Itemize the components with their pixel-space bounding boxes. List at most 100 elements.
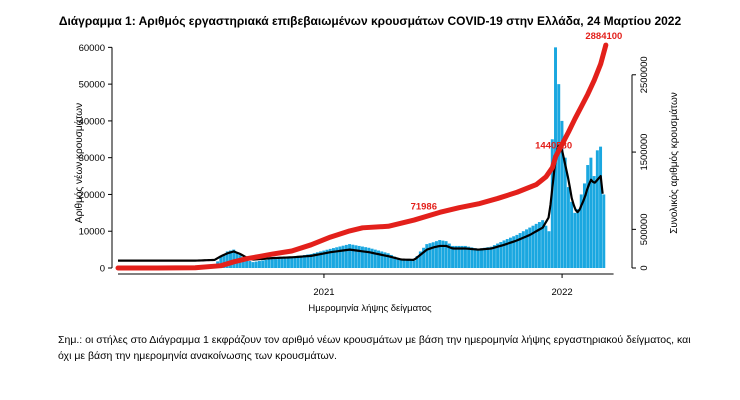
bar (418, 251, 422, 268)
bar (415, 256, 419, 268)
bar (563, 157, 567, 268)
bar (393, 256, 397, 268)
bar (257, 261, 261, 268)
y2-axis-label: Συνολικός αριθμός κρουσμάτων (668, 92, 680, 234)
bar (348, 244, 352, 268)
y-tick-label: 40000 (79, 116, 105, 127)
bar (576, 209, 580, 268)
y-tick-label: 0 (100, 264, 105, 275)
bar (261, 260, 265, 268)
y-tick-label: 60000 (79, 43, 105, 54)
bar (325, 249, 329, 268)
bar (344, 244, 348, 268)
bar (582, 183, 586, 268)
bar (277, 258, 281, 268)
bar (306, 254, 310, 268)
bar (351, 244, 355, 268)
bar (283, 257, 287, 268)
cumulative-annotation: 71986 (411, 201, 437, 212)
footnote: Σημ.: οι στήλες στο Διάγραμμα 1 εκφράζου… (58, 334, 691, 362)
bar (245, 259, 249, 268)
bar (525, 229, 529, 268)
bar (508, 237, 512, 268)
bar (550, 139, 554, 268)
bar (267, 259, 271, 268)
bar (370, 248, 374, 268)
bar (499, 241, 503, 268)
bar (322, 250, 326, 268)
bar (586, 165, 590, 268)
bar (470, 247, 474, 268)
bar (225, 251, 229, 268)
bar (270, 258, 274, 268)
x-tick-label: 2022 (552, 287, 573, 298)
bar (570, 201, 574, 268)
y2-tick-label: 1500000 (639, 134, 650, 171)
bar (241, 257, 245, 268)
bar (341, 245, 345, 268)
y-tick-label: 30000 (79, 153, 105, 164)
bar (589, 157, 593, 268)
bar (476, 248, 480, 268)
bar (319, 251, 323, 268)
bar (264, 259, 268, 268)
y-tick-label: 20000 (79, 190, 105, 201)
y-tick-label: 10000 (79, 227, 105, 238)
y2-tick-label: 2500000 (639, 56, 650, 93)
bar (380, 251, 384, 268)
bar (396, 258, 400, 268)
bar (386, 253, 390, 268)
bar (457, 245, 461, 268)
bar (541, 220, 545, 268)
bar (486, 247, 490, 268)
bar (251, 262, 255, 268)
bar (219, 256, 223, 268)
bar (496, 243, 500, 268)
y-tick-label: 50000 (79, 80, 105, 91)
bar (483, 247, 487, 268)
bar (290, 256, 294, 268)
red-line-group (115, 42, 609, 271)
bar (480, 248, 483, 268)
bar (489, 246, 493, 268)
bar (335, 247, 339, 268)
bar (328, 248, 332, 268)
bar (309, 254, 313, 268)
bar (399, 259, 403, 268)
bar (521, 231, 525, 268)
bar (557, 84, 561, 269)
bar (599, 146, 603, 268)
bar (274, 258, 278, 268)
bar (425, 244, 429, 268)
bar (412, 260, 416, 268)
chart-title: Διάγραμμα 1: Αριθμός εργαστηριακά επιβεβ… (58, 14, 682, 28)
bar (537, 222, 541, 268)
bar (460, 245, 464, 268)
bar (373, 249, 377, 268)
y2-tick-label: 0 (639, 265, 650, 270)
bar (377, 250, 381, 268)
y-axis-label: Αριθμός νέων κρουσμάτων (73, 103, 85, 223)
bar (463, 245, 467, 268)
axes-group: 0 10000 20000 30000 40000 50000 60000 0 500000 15… (79, 43, 650, 298)
bar (280, 257, 284, 268)
bar (357, 245, 361, 268)
bar (389, 254, 393, 268)
bar (531, 225, 535, 268)
bar (560, 120, 564, 268)
cumulative-line (115, 42, 609, 271)
bar (544, 225, 548, 268)
bar (338, 246, 342, 268)
bar (447, 243, 451, 268)
bar (406, 260, 409, 268)
bar (528, 227, 532, 268)
bar (232, 249, 236, 268)
bar (534, 223, 538, 268)
bar (518, 233, 522, 268)
bar (515, 234, 519, 268)
bar (360, 246, 364, 268)
x-axis-label: Ημερομηνία λήψης δείγματος (308, 303, 432, 314)
bar (367, 247, 371, 268)
cumulative-annotation: 2884100 (585, 31, 622, 42)
